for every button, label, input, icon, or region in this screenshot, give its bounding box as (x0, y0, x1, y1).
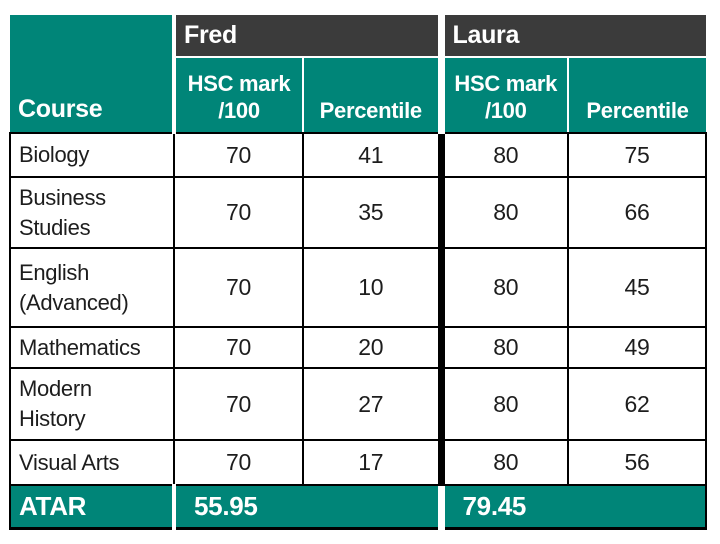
visual-arts-course-cell: Visual Arts (9, 439, 175, 486)
biology-laura-mark: 80 (437, 132, 569, 178)
business-studies-laura-percentile: 66 (567, 176, 707, 249)
modern-history-laura-mark: 80 (437, 367, 569, 441)
row-business-studies: Business Studies 70 35 80 66 (9, 176, 707, 249)
english-advanced-fred-mark: 70 (173, 247, 304, 328)
row-english-advanced: English (Advanced) 70 10 80 45 (9, 247, 707, 328)
modern-history-course-cell: Modern History (9, 367, 175, 441)
group-header-fred: Fred (172, 15, 445, 57)
modern-history-fred-percentile: 27 (302, 367, 442, 441)
english-advanced-course-cell: English (Advanced) (9, 247, 175, 328)
row-mathematics: Mathematics 70 20 80 49 (9, 326, 707, 369)
atar-label: ATAR (9, 484, 176, 530)
business-studies-laura-mark: 80 (437, 176, 569, 249)
row-visual-arts: Visual Arts 70 17 80 56 (9, 439, 707, 486)
biology-fred-percentile: 41 (302, 132, 442, 178)
business-studies-course-cell: Business Studies (9, 176, 175, 249)
visual-arts-fred-mark: 70 (173, 439, 304, 486)
biology-fred-mark: 70 (173, 132, 304, 178)
english-advanced-laura-percentile: 45 (567, 247, 707, 328)
mathematics-laura-mark: 80 (437, 326, 569, 369)
biology-laura-percentile: 75 (567, 132, 707, 178)
modern-history-fred-mark: 70 (173, 367, 304, 441)
fred-atar-value: 55.95 (172, 484, 445, 530)
fred-percentile-header: Percentile (302, 56, 441, 134)
laura-hsc-mark-header: HSC mark /100 (437, 56, 568, 134)
english-advanced-laura-mark: 80 (437, 247, 569, 328)
biology-course-cell: Biology (9, 132, 175, 178)
fred-hsc-mark-header: HSC mark /100 (173, 56, 303, 134)
row-modern-history: Modern History 70 27 80 62 (9, 367, 707, 441)
student-name-header-row: Course Fred Laura (10, 15, 706, 133)
hsc-marks-table: Course Fred Laura HSC mark /100 Percenti… (9, 15, 707, 530)
business-studies-fred-percentile: 35 (302, 176, 442, 249)
sub-header-row: HSC mark /100 Percentile HSC mark /100 P… (10, 56, 706, 134)
business-studies-fred-mark: 70 (173, 176, 304, 249)
visual-arts-laura-mark: 80 (437, 439, 569, 486)
row-atar: ATAR 55.95 79.45 (9, 484, 707, 530)
group-header-laura: Laura (437, 15, 706, 57)
course-column-header: Course (10, 15, 176, 133)
laura-atar-value: 79.45 (437, 484, 707, 530)
mathematics-fred-percentile: 20 (302, 326, 442, 369)
modern-history-laura-percentile: 62 (567, 367, 707, 441)
english-advanced-fred-percentile: 10 (302, 247, 442, 328)
laura-percentile-header: Percentile (567, 56, 706, 134)
mathematics-fred-mark: 70 (173, 326, 304, 369)
mathematics-laura-percentile: 49 (567, 326, 707, 369)
row-biology: Biology 70 41 80 75 (9, 132, 707, 178)
mathematics-course-cell: Mathematics (9, 326, 175, 369)
visual-arts-fred-percentile: 17 (302, 439, 442, 486)
visual-arts-laura-percentile: 56 (567, 439, 707, 486)
